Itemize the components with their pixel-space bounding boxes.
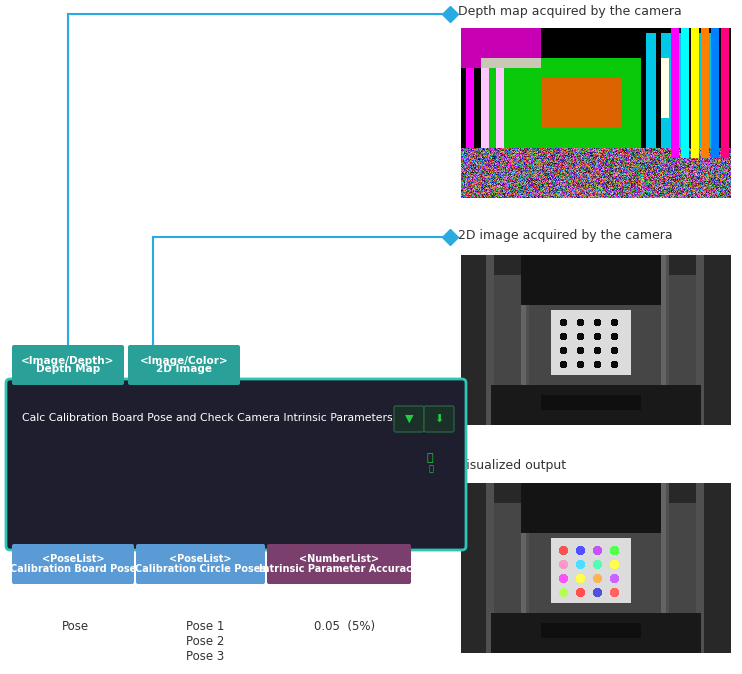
Bar — [461, 28, 731, 198]
Text: Depth Map: Depth Map — [36, 365, 100, 375]
FancyBboxPatch shape — [12, 345, 124, 385]
Text: 🧍: 🧍 — [428, 464, 433, 474]
Bar — [461, 255, 731, 425]
Text: 👁: 👁 — [427, 453, 433, 463]
FancyBboxPatch shape — [394, 406, 424, 432]
Text: Visualized output: Visualized output — [458, 460, 566, 472]
Text: Calc Calibration Board Pose and Check Camera Intrinsic Parameters (2): Calc Calibration Board Pose and Check Ca… — [22, 413, 411, 423]
FancyBboxPatch shape — [6, 379, 466, 550]
Text: <PoseList>: <PoseList> — [42, 555, 104, 565]
FancyBboxPatch shape — [12, 544, 134, 584]
Text: <PoseList>: <PoseList> — [169, 555, 232, 565]
Text: Pose: Pose — [62, 620, 88, 633]
Text: ⬇: ⬇ — [434, 414, 444, 424]
FancyBboxPatch shape — [424, 406, 454, 432]
Bar — [461, 483, 731, 653]
Text: Pose 1
Pose 2
Pose 3
......: Pose 1 Pose 2 Pose 3 ...... — [186, 620, 224, 674]
FancyBboxPatch shape — [136, 544, 265, 584]
Text: <Image/Color>: <Image/Color> — [139, 355, 229, 365]
Text: 2D image acquired by the camera: 2D image acquired by the camera — [458, 228, 673, 241]
Text: <Image/Depth>: <Image/Depth> — [22, 355, 115, 365]
Text: ▼: ▼ — [404, 414, 413, 424]
Text: Depth map acquired by the camera: Depth map acquired by the camera — [458, 5, 682, 18]
Text: 2D Image: 2D Image — [156, 365, 212, 375]
Text: Calibration Circle Poses: Calibration Circle Poses — [135, 563, 266, 574]
FancyBboxPatch shape — [128, 345, 240, 385]
Text: Intrinsic Parameter Accuracy: Intrinsic Parameter Accuracy — [260, 563, 418, 574]
Text: <NumberList>: <NumberList> — [299, 555, 379, 565]
Text: Calibration Board Pose: Calibration Board Pose — [10, 563, 136, 574]
Text: 0.05  (5%): 0.05 (5%) — [315, 620, 375, 633]
FancyBboxPatch shape — [267, 544, 411, 584]
